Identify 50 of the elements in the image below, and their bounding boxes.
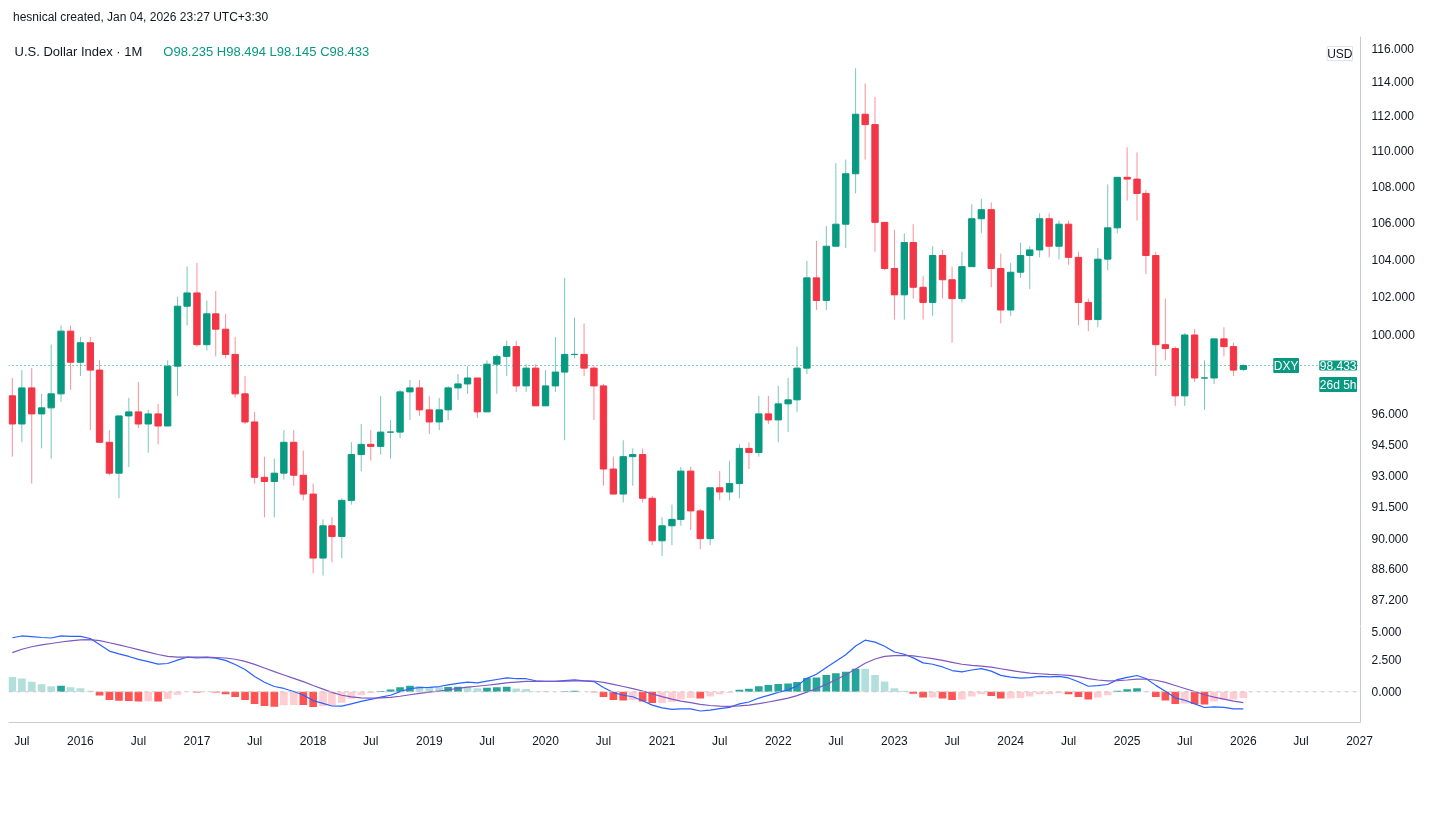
x-tick-label: 2022 — [764, 733, 792, 748]
y-tick-label: 88.600 — [1371, 562, 1409, 577]
y-tick-label: 96.000 — [1371, 407, 1409, 422]
x-tick-label: 2027 — [1346, 733, 1374, 748]
text: O98.235 H98.494 L98.145 C98.433 — [163, 43, 370, 59]
y-tick-label: 110.000 — [1371, 144, 1415, 159]
y-tick-label: 93.000 — [1371, 468, 1409, 483]
x-tick-label: Jul — [712, 733, 728, 748]
x-tick-label: 2026 — [1230, 733, 1258, 748]
text: U.S. Dollar Index · 1M — [14, 43, 143, 59]
x-tick-label: Jul — [944, 733, 960, 748]
x-tick-label: Jul — [828, 733, 844, 748]
y-tick-label: 91.500 — [1371, 500, 1409, 515]
x-tick-label: 2017 — [183, 733, 211, 748]
annotation: 98.433 — [1319, 359, 1357, 374]
x-tick-label: Jul — [14, 733, 30, 748]
y-tick-label: 102.000 — [1371, 290, 1416, 305]
y-tick-label: 106.000 — [1371, 215, 1416, 230]
x-tick-label: Jul — [130, 733, 147, 748]
x-tick-label: 2016 — [67, 733, 95, 748]
x-tick-label: Jul — [479, 733, 495, 748]
y-tick-label: 104.000 — [1371, 252, 1416, 267]
ref-line-label: DXY — [1273, 358, 1299, 373]
x-tick-label: 2025 — [1113, 733, 1141, 748]
x-tick-label: 2019 — [416, 733, 444, 748]
x-tick-label: Jul — [363, 733, 379, 748]
x-tick-label: 2024 — [997, 733, 1025, 748]
text: hesnical created, Jan 04, 2026 23:27 UTC+3:30 — [12, 9, 270, 26]
x-tick-label: 2023 — [881, 733, 909, 748]
y-tick-label: 90.000 — [1371, 532, 1409, 547]
y-tick-label: 87.200 — [1371, 593, 1409, 608]
y-tick-label: 116.000 — [1371, 41, 1415, 56]
annotation: USD — [1327, 46, 1353, 61]
x-tick-label: 2018 — [299, 733, 327, 748]
x-tick-label: 2020 — [532, 733, 560, 748]
annotation: 26d 5h — [1319, 377, 1357, 392]
y-tick-label: 5.000 — [1371, 624, 1402, 639]
x-tick-label: 2021 — [648, 733, 676, 748]
x-tick-label: Jul — [595, 733, 612, 748]
x-tick-label: Jul — [1060, 733, 1077, 748]
y-tick-label: 112.000 — [1371, 109, 1415, 124]
x-tick-label: Jul — [1177, 733, 1193, 748]
x-tick-label: Jul — [246, 733, 263, 748]
y-tick-label: 94.500 — [1371, 437, 1409, 452]
y-tick-label: 0.000 — [1371, 685, 1402, 700]
y-tick-label: 108.000 — [1371, 179, 1416, 194]
y-tick-label: 100.000 — [1371, 328, 1416, 343]
y-tick-label: 114.000 — [1371, 75, 1415, 90]
x-tick-label: Jul — [1293, 733, 1309, 748]
y-tick-label: 2.500 — [1371, 653, 1402, 668]
